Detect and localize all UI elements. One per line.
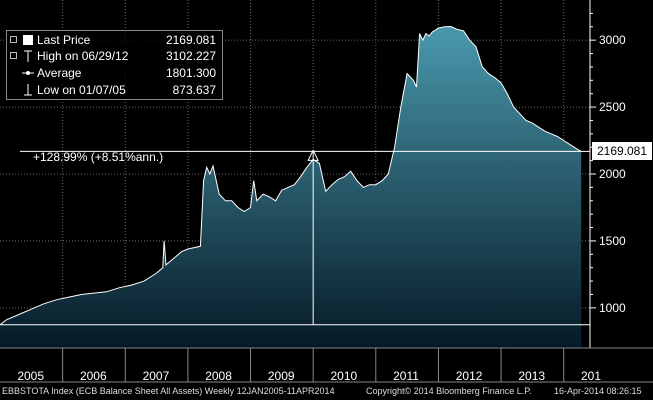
legend: Last Price 2169.081 High on 06/29/12 310… [6,30,223,100]
x-tick-label: 2005 [17,369,45,383]
x-tick-label: 2009 [267,369,295,383]
y-tick-label: 2500 [599,100,626,115]
legend-label-average: Average [37,66,82,80]
legend-value-last-price: 2169.081 [165,33,216,47]
legend-row-high: High on 06/29/12 3102.227 [7,48,222,64]
y-tick-label: 3000 [599,33,626,48]
x-tick-label: 2011 [393,369,419,383]
average-marker-icon [21,65,35,81]
y-tick-label: 1000 [599,300,626,315]
y-tick-label: 1500 [599,233,626,248]
y-tick-label: 2000 [599,167,626,181]
x-tick-label: 201 [581,369,602,383]
x-tick-label: 2010 [330,369,358,383]
filled-square-icon [21,32,35,48]
footer-copyright: Copyright© 2014 Bloomberg Finance L.P. [366,386,532,396]
x-tick-label: 2012 [455,369,483,383]
legend-label-last-price: Last Price [37,33,91,47]
high-marker-icon [21,48,35,64]
low-marker-icon [21,82,35,98]
area-series [0,26,582,348]
footer-timestamp: 16-Apr-2014 08:26:15 [554,386,642,396]
last-price-tag: 2169.081 [592,142,652,161]
legend-row-low: Low on 01/07/05 873.637 [7,82,222,98]
expand-icon[interactable] [10,52,17,59]
line-series [0,25,582,326]
legend-label-high: High on 06/29/12 [37,49,129,63]
legend-value-average: 1801.300 [165,66,216,80]
legend-label-low: Low on 01/07/05 [37,83,126,97]
collapse-icon[interactable] [10,36,17,43]
x-tick-label: 2008 [205,369,232,383]
x-tick-label: 2007 [142,369,170,383]
legend-row-average: Average 1801.300 [7,65,222,81]
x-tick-label: 2006 [79,369,107,383]
change-annotation: +128.99% (+8.51%ann.) [33,150,164,165]
x-tick-label: 2013 [518,369,546,383]
legend-value-low: 873.637 [172,83,216,97]
legend-value-high: 3102.227 [165,49,216,63]
footer-ticker: EBBSTOTA Index (ECB Balance Sheet All As… [2,386,335,396]
change-arrow-icon [307,149,319,161]
legend-row-last-price: Last Price 2169.081 [7,32,222,48]
